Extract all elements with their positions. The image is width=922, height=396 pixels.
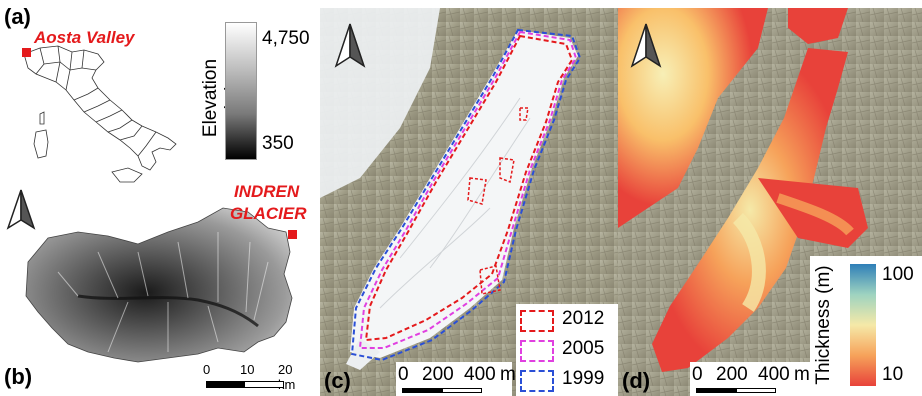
legend-label-1999: 1999 — [562, 368, 605, 389]
scalebar-white-segment — [244, 381, 284, 388]
scalebar-tick: m — [794, 364, 810, 385]
scalebar-tick: m — [500, 364, 516, 385]
scalebar-tick: 400 — [464, 364, 496, 385]
legend-label-2012: 2012 — [562, 308, 605, 329]
legend-swatch-2005 — [520, 340, 554, 362]
aosta-valley-label: Aosta Valley — [34, 28, 135, 47]
italy-outline-map — [23, 45, 177, 183]
panel-c: 2012 2005 1999 0 200 400 m (c) — [320, 8, 618, 396]
scalebar-tick: 0 — [203, 362, 211, 377]
scalebar-tick: 10 — [240, 362, 255, 377]
legend-swatch-1999 — [520, 370, 554, 392]
legend-item-2012: 2012 — [520, 306, 616, 334]
aosta-valley-marker — [22, 48, 31, 57]
scalebar-white-segment — [736, 388, 776, 393]
elevation-colorbar: Elevation (m) 4,750 350 — [195, 18, 320, 168]
panel-a: (a) Aosta Valley — [0, 0, 200, 195]
panel-d: Thickness (m) 100 10 0 200 400 m (d) — [618, 8, 922, 396]
indren-glacier-label-line1: INDREN — [234, 182, 300, 201]
scalebar-black-segment — [696, 388, 736, 393]
thickness-min-label: 10 — [882, 364, 904, 385]
scalebar-black-segment — [206, 381, 246, 388]
panel-a-label: (a) — [4, 4, 31, 29]
indren-glacier-label-line2: GLACIER — [230, 204, 307, 223]
north-arrow-icon — [6, 189, 36, 230]
panel-d-scalebar: 0 200 400 m — [690, 362, 810, 396]
elevation-gradient-bar — [225, 22, 257, 160]
outline-legend: 2012 2005 1999 — [516, 304, 618, 396]
panel-c-label: (c) — [324, 368, 351, 393]
scalebar-tick: 20 km — [278, 362, 296, 392]
thickness-colorbar: Thickness (m) 100 10 — [810, 256, 922, 396]
scalebar-tick: 400 — [758, 364, 790, 385]
panel-d-label: (d) — [622, 368, 651, 393]
panel-b-label: (b) — [4, 364, 33, 389]
aosta-dem-map — [25, 207, 293, 363]
thickness-colorbar-title: Thickness (m) — [813, 265, 834, 385]
indren-glacier-marker — [288, 230, 297, 239]
elevation-min-label: 350 — [262, 133, 294, 154]
scalebar-tick: 0 — [398, 364, 409, 385]
legend-item-2005: 2005 — [520, 336, 616, 364]
panel-b: INDREN GLACIER (b) 0 10 20 km — [0, 180, 320, 396]
scalebar-white-segment — [442, 388, 482, 393]
panel-c-scalebar: 0 200 400 m — [396, 362, 516, 396]
thickness-max-label: 100 — [882, 264, 914, 285]
scalebar-tick: 200 — [422, 364, 454, 385]
scalebar-tick: 0 — [692, 364, 703, 385]
scalebar-tick: 200 — [716, 364, 748, 385]
panel-b-scalebar: 0 10 20 km — [203, 362, 295, 392]
legend-item-1999: 1999 — [520, 366, 616, 394]
legend-swatch-2012 — [520, 310, 554, 332]
elevation-max-label: 4,750 — [262, 28, 310, 49]
north-arrow-icon — [334, 23, 366, 68]
legend-label-2005: 2005 — [562, 338, 605, 359]
north-arrow-icon — [630, 23, 662, 68]
scalebar-black-segment — [402, 388, 442, 393]
thickness-gradient-bar — [850, 264, 876, 386]
